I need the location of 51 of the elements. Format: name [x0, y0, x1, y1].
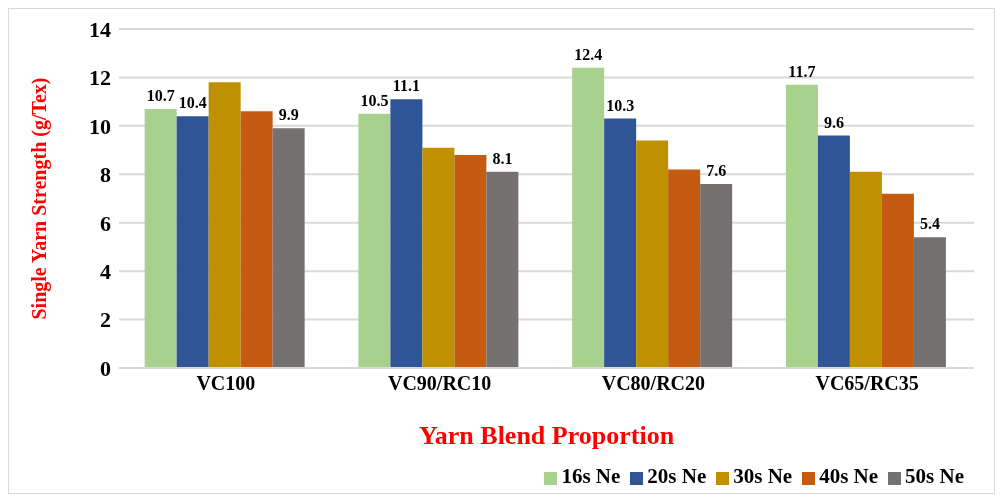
legend-label: 16s Ne — [561, 464, 621, 488]
data-label: 9.9 — [278, 106, 299, 124]
bar — [240, 111, 273, 368]
y-tick-label: 0 — [100, 355, 111, 381]
data-label: 9.6 — [823, 113, 844, 131]
bar — [604, 118, 637, 368]
bar — [390, 99, 423, 368]
data-label: 10.7 — [146, 86, 175, 104]
data-label: 8.1 — [492, 149, 513, 167]
data-label: 11.7 — [788, 62, 816, 80]
legend-label: 30s Ne — [733, 464, 793, 488]
data-label: 10.5 — [360, 91, 389, 109]
x-tick-label: VC100 — [196, 372, 256, 395]
bar — [881, 193, 914, 368]
data-label: 5.4 — [919, 215, 940, 233]
data-label: 10.4 — [178, 94, 207, 112]
bar — [272, 128, 305, 368]
bar — [913, 237, 946, 368]
bar — [208, 82, 241, 368]
y-tick-label: 10 — [89, 113, 111, 139]
bar — [849, 171, 882, 368]
y-tick-label: 14 — [89, 16, 111, 42]
data-label: 10.3 — [606, 96, 635, 114]
data-label: 7.6 — [706, 161, 727, 179]
y-tick-label: 6 — [100, 210, 111, 236]
x-axis-title: Yarn Blend Proportion — [418, 421, 675, 450]
legend-label: 20s Ne — [647, 464, 707, 488]
bar — [422, 147, 455, 368]
x-tick-label: VC80/RC20 — [601, 372, 706, 395]
y-tick-label: 2 — [100, 307, 111, 333]
y-axis-title: Single Yarn Strength (g/Tex) — [28, 77, 52, 320]
data-label: 12.4 — [574, 45, 603, 63]
bar — [358, 113, 391, 368]
data-label: 11.1 — [392, 77, 420, 95]
bar — [700, 183, 733, 368]
legend-label: 40s Ne — [819, 464, 879, 488]
bar — [454, 154, 487, 368]
bar — [176, 116, 209, 368]
bar — [817, 135, 850, 368]
legend-label: 50s Ne — [905, 464, 964, 488]
x-tick-label: VC65/RC35 — [815, 372, 919, 395]
bar — [144, 108, 177, 368]
bar — [785, 84, 818, 368]
x-tick-label: VC90/RC10 — [387, 372, 492, 395]
bar — [636, 140, 669, 368]
bar — [486, 171, 519, 368]
y-tick-label: 4 — [100, 258, 111, 284]
bar — [668, 169, 701, 368]
y-tick-label: 12 — [89, 65, 111, 91]
y-tick-label: 8 — [100, 162, 111, 188]
bar — [572, 67, 605, 368]
